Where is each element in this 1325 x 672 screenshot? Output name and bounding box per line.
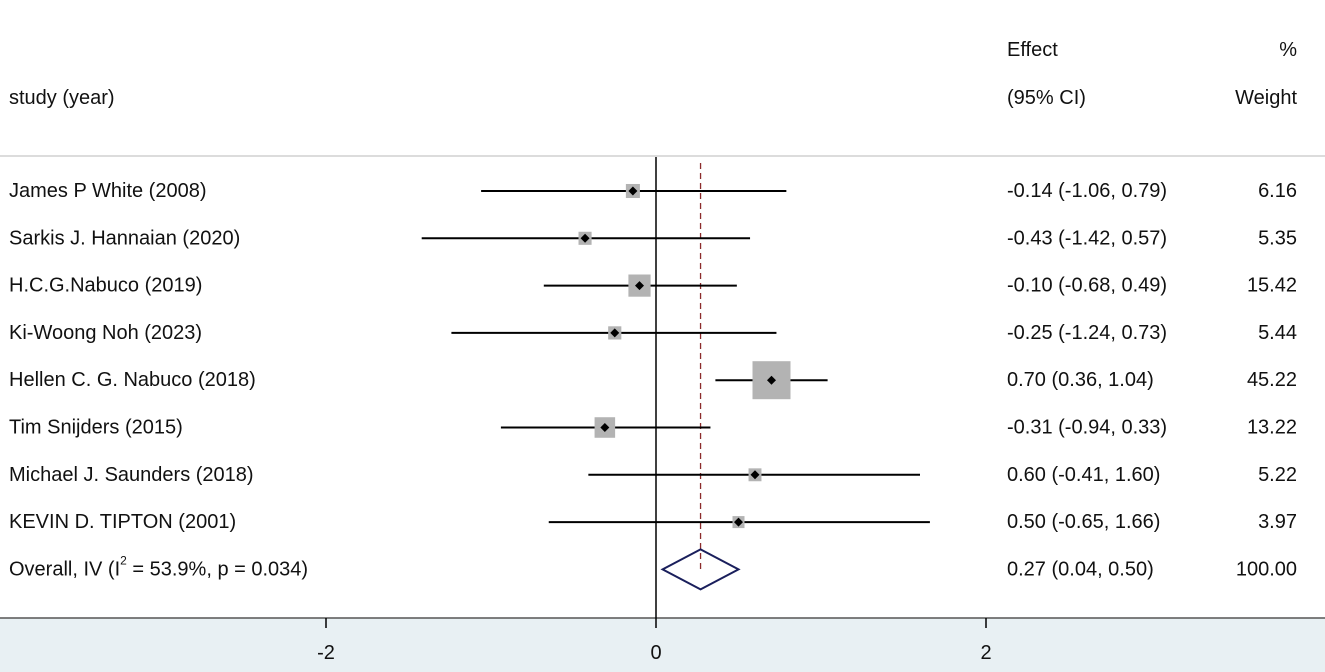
effect-points-group bbox=[580, 186, 776, 527]
weight-text: 3.97 bbox=[1258, 511, 1297, 533]
weight-text: 45.22 bbox=[1247, 369, 1297, 391]
effect-point bbox=[767, 375, 776, 385]
weight-boxes-group bbox=[578, 183, 791, 529]
weight-text: 5.35 bbox=[1258, 227, 1297, 249]
study-column-header: study (year) bbox=[9, 87, 115, 109]
effect-point bbox=[610, 328, 620, 338]
ci-text: -0.14 (-1.06, 0.79) bbox=[1007, 180, 1167, 202]
effect-point bbox=[635, 281, 644, 291]
ci-text: -0.25 (-1.24, 0.73) bbox=[1007, 322, 1167, 344]
weight-text: 15.42 bbox=[1247, 275, 1297, 297]
overall-label-superscript: 2 bbox=[120, 553, 127, 567]
overall-ci-text: 0.27 (0.04, 0.50) bbox=[1007, 558, 1154, 580]
overall-label-prefix: Overall, IV (I bbox=[9, 558, 120, 580]
study-label: Hellen C. G. Nabuco (2018) bbox=[9, 369, 256, 391]
overall-diamond-group bbox=[660, 548, 741, 591]
weight-text: 13.22 bbox=[1247, 417, 1297, 439]
effect-point bbox=[734, 517, 743, 527]
study-label: Sarkis J. Hannaian (2020) bbox=[9, 227, 240, 249]
study-label: KEVIN D. TIPTON (2001) bbox=[9, 511, 236, 533]
weight-text: 5.22 bbox=[1258, 464, 1297, 486]
row-text-group: James P White (2008) -0.14 (-1.06, 0.79) 6… bbox=[9, 180, 1297, 580]
overall-weight-text: 100.00 bbox=[1236, 558, 1297, 580]
x-tick-label: 0 bbox=[650, 642, 661, 664]
study-label: James P White (2008) bbox=[9, 180, 207, 202]
effect-column-header: Effect bbox=[1007, 39, 1058, 61]
weight-column-header: Weight bbox=[1235, 87, 1297, 109]
effect-point bbox=[628, 186, 638, 196]
effect-point bbox=[580, 233, 590, 243]
effect-point bbox=[750, 470, 760, 480]
effect-point bbox=[600, 423, 610, 432]
weight-text: 6.16 bbox=[1258, 180, 1297, 202]
ci-text: 0.50 (-0.65, 1.66) bbox=[1007, 511, 1160, 533]
ci-lines-group bbox=[421, 190, 930, 524]
x-tick-label: 2 bbox=[980, 642, 991, 664]
study-label: Michael J. Saunders (2018) bbox=[9, 464, 254, 486]
x-ticks-group: -2 0 2 bbox=[317, 618, 992, 664]
weight-percent-header: % bbox=[1279, 39, 1297, 61]
ci-text: -0.10 (-0.68, 0.49) bbox=[1007, 275, 1167, 297]
ci-text: 0.60 (-0.41, 1.60) bbox=[1007, 464, 1160, 486]
overall-diamond bbox=[660, 548, 741, 591]
ci-text: -0.43 (-1.42, 0.57) bbox=[1007, 227, 1167, 249]
ci-column-header: (95% CI) bbox=[1007, 87, 1086, 109]
weight-text: 5.44 bbox=[1258, 322, 1297, 344]
axis-band bbox=[0, 618, 1325, 672]
ci-text: 0.70 (0.36, 1.04) bbox=[1007, 369, 1154, 391]
ci-text: -0.31 (-0.94, 0.33) bbox=[1007, 417, 1167, 439]
study-label: Tim Snijders (2015) bbox=[9, 417, 183, 439]
x-tick-label: -2 bbox=[317, 642, 335, 664]
overall-label: Overall, IV (I2 = 53.9%, p = 0.034) bbox=[9, 553, 308, 580]
study-label: H.C.G.Nabuco (2019) bbox=[9, 275, 202, 297]
overall-label-suffix: = 53.9%, p = 0.034) bbox=[127, 558, 308, 580]
study-label: Ki-Woong Noh (2023) bbox=[9, 322, 202, 344]
